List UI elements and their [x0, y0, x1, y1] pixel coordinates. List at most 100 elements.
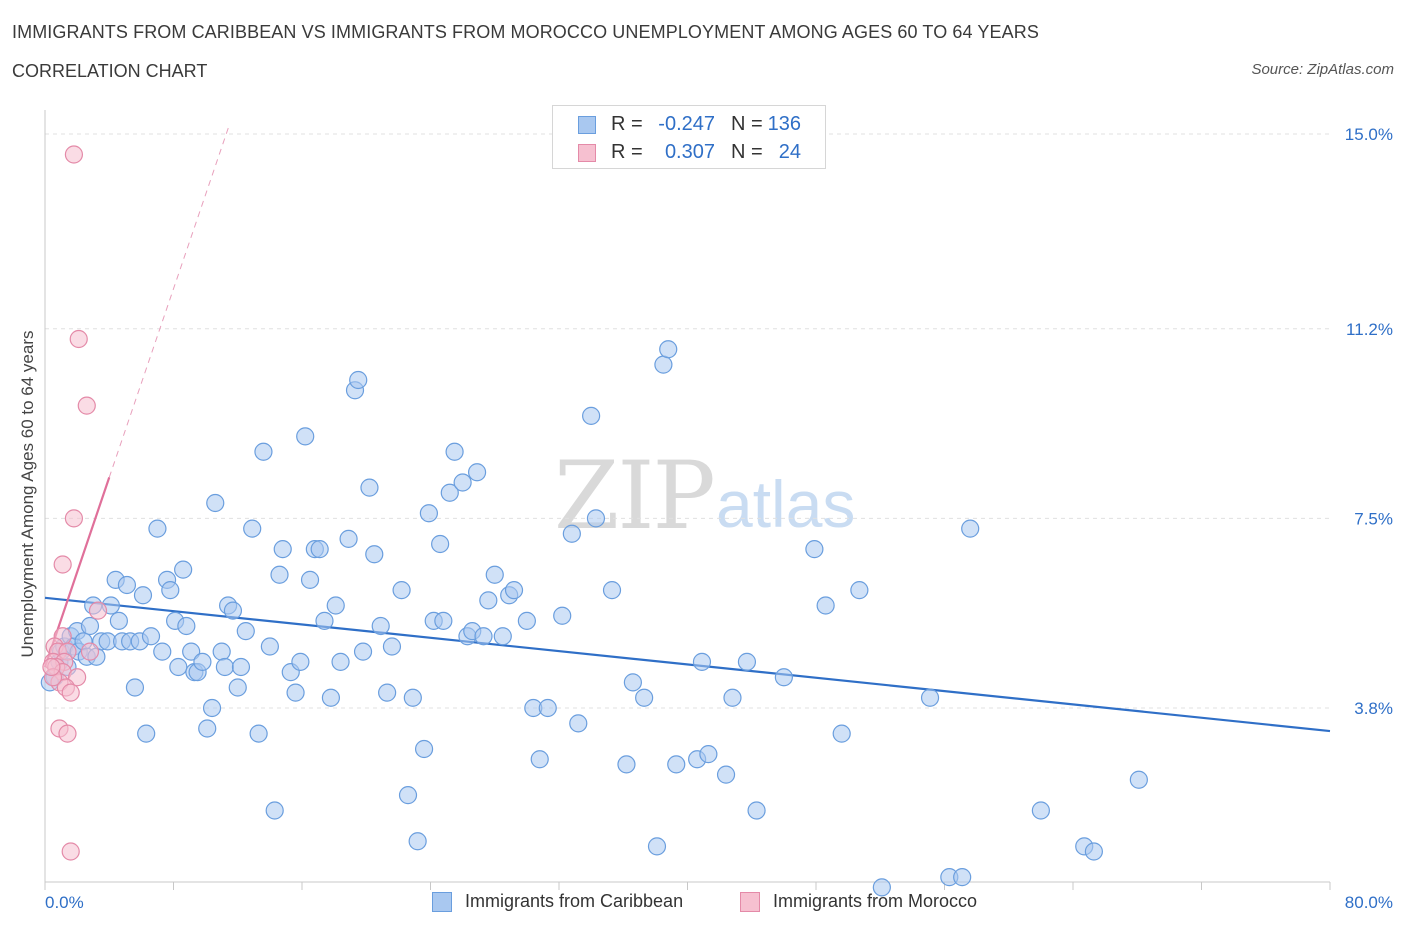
y-tick-label: 15.0%	[1345, 125, 1393, 144]
caribbean-point	[339, 529, 358, 548]
caribbean-point	[617, 755, 636, 774]
legend-r-label: R =	[611, 141, 643, 163]
morocco-point	[42, 657, 61, 677]
legend-row-caribbean: R = -0.247 N = 136	[553, 111, 825, 139]
trend-lines	[43, 123, 1331, 733]
caribbean-point	[737, 652, 757, 671]
caribbean-point	[953, 868, 972, 887]
caribbean-point	[125, 678, 145, 697]
caribbean-point	[562, 524, 581, 543]
chart-subtitle: CORRELATION CHART	[12, 61, 208, 81]
caribbean-point	[243, 519, 262, 538]
caribbean-point	[635, 688, 654, 707]
morocco-point	[64, 509, 84, 528]
caribbean-point	[177, 616, 196, 636]
data-points	[40, 145, 1148, 897]
caribbean-point	[273, 540, 292, 559]
morocco-point	[88, 601, 108, 620]
caribbean-point	[414, 739, 434, 759]
caribbean-point	[137, 724, 156, 743]
caribbean-point	[349, 370, 368, 390]
caribbean-point	[270, 565, 289, 584]
caribbean-point	[353, 642, 373, 661]
caribbean-point	[403, 688, 422, 707]
caribbean-point	[434, 611, 453, 630]
morocco-point	[58, 724, 77, 743]
legend-r-value: 0.307	[664, 141, 715, 163]
chart-title: IMMIGRANTS FROM CARIBBEAN VS IMMIGRANTS …	[12, 22, 1039, 42]
x-tick-label: 80.0%	[1345, 893, 1393, 912]
caribbean-point	[654, 355, 673, 374]
morocco-point	[61, 842, 80, 861]
caribbean-point	[453, 473, 472, 492]
caribbean-point	[296, 427, 315, 446]
caribbean-point	[920, 688, 940, 707]
caribbean-point	[774, 668, 793, 687]
legend-n-value: 136	[767, 113, 801, 135]
caribbean-point	[174, 560, 193, 579]
caribbean-point	[153, 642, 172, 661]
caribbean-point	[623, 673, 642, 692]
caribbean-point	[133, 586, 153, 605]
caribbean-point	[141, 627, 161, 646]
caribbean-point	[586, 509, 606, 528]
caribbean-point	[647, 837, 667, 856]
caribbean-point	[215, 657, 234, 677]
legend-swatch-morocco	[578, 144, 596, 162]
legend-swatch-morocco	[740, 892, 760, 912]
watermark-zip: ZIP	[554, 442, 716, 551]
morocco-point	[77, 396, 96, 415]
axes	[44, 110, 1331, 890]
caribbean-point	[716, 765, 736, 784]
legend-swatch-caribbean	[432, 892, 452, 912]
caribbean-point	[582, 406, 601, 425]
morocco-point	[64, 145, 84, 164]
caribbean-point	[265, 801, 284, 820]
watermark-atlas: atlas	[716, 467, 856, 541]
legend-n-label: N =	[731, 113, 763, 135]
tick-labels: 3.8% 7.5% 11.2% 15.0% 0.0% 80.0% Unemployment …	[18, 125, 1393, 912]
caribbean-point	[80, 616, 100, 636]
legend-label-morocco: Immigrants from Morocco	[773, 891, 978, 911]
caribbean-point	[816, 596, 835, 615]
caribbean-point	[805, 540, 824, 559]
caribbean-point	[569, 714, 588, 733]
caribbean-point	[206, 493, 225, 513]
correlation-legend: R = -0.247 N = 136 R = 0.307 N = 24	[552, 105, 826, 169]
caribbean-point	[408, 832, 427, 851]
caribbean-point	[231, 657, 251, 677]
morocco-point	[80, 642, 100, 661]
caribbean-point	[236, 622, 255, 641]
caribbean-trend-line	[44, 596, 1331, 733]
caribbean-point	[485, 565, 504, 584]
caribbean-point	[1129, 770, 1148, 789]
caribbean-point	[479, 591, 498, 610]
caribbean-point	[321, 688, 341, 707]
caribbean-point	[371, 616, 390, 636]
caribbean-point	[1084, 842, 1103, 861]
y-axis-label: Unemployment Among Ages 60 to 64 years	[18, 331, 37, 658]
caribbean-point	[365, 545, 384, 564]
caribbean-point	[326, 596, 345, 615]
legend-n-label: N =	[731, 141, 763, 163]
caribbean-point	[723, 688, 742, 707]
caribbean-point	[310, 540, 329, 559]
caribbean-point	[517, 611, 536, 630]
caribbean-point	[260, 637, 279, 656]
legend-n-value: 24	[778, 141, 801, 163]
caribbean-point	[378, 683, 397, 702]
morocco-point	[53, 555, 72, 574]
caribbean-point	[667, 755, 686, 774]
caribbean-point	[161, 581, 180, 600]
caribbean-point	[530, 750, 549, 769]
caribbean-point	[602, 581, 622, 600]
caribbean-point	[223, 601, 243, 620]
caribbean-point	[832, 724, 851, 743]
caribbean-point	[198, 719, 217, 738]
morocco-trend-extension	[108, 123, 231, 478]
caribbean-point	[659, 340, 678, 359]
caribbean-point	[419, 504, 438, 523]
caribbean-point	[392, 581, 411, 600]
caribbean-point	[474, 627, 493, 646]
